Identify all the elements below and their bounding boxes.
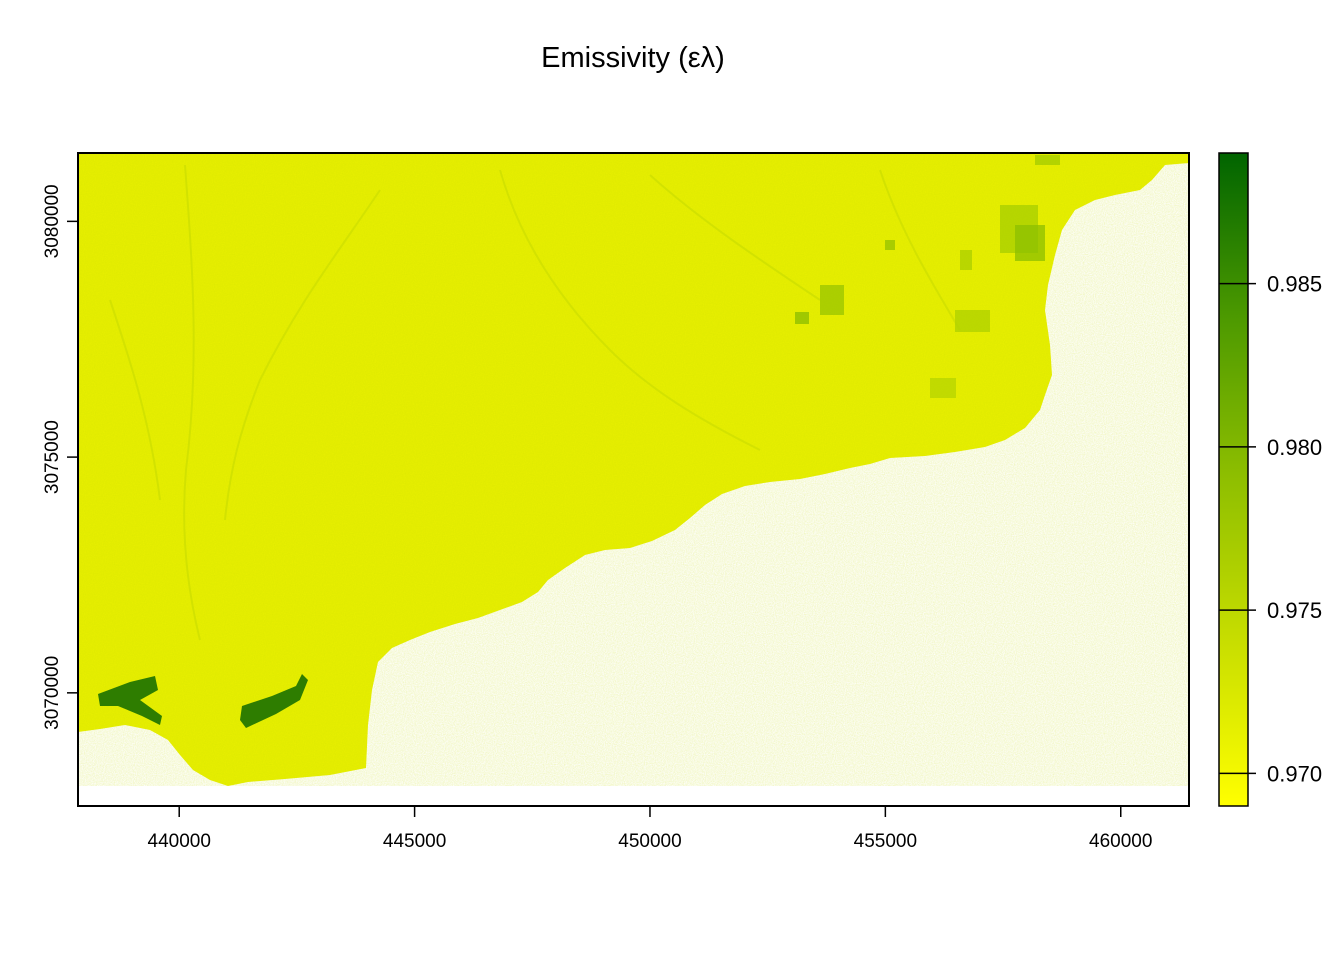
land-texture xyxy=(78,153,1189,786)
drainage-lines xyxy=(109,164,961,641)
y-tick-label: 3075000 xyxy=(42,420,63,494)
legend-tick-label: 0.975 xyxy=(1267,598,1322,623)
y-tick-label: 3070000 xyxy=(42,656,63,730)
legend-colorbar xyxy=(1219,153,1248,806)
x-axis: 440000 445000 450000 455000 460000 xyxy=(148,806,1152,852)
x-tick-label: 440000 xyxy=(148,831,211,852)
chart-title: Emissivity (ελ) xyxy=(541,42,725,74)
x-tick-label: 460000 xyxy=(1089,831,1152,852)
legend-tick-label: 0.980 xyxy=(1267,435,1322,460)
plot-frame xyxy=(77,152,1190,807)
y-axis: 3070000 3075000 3080000 xyxy=(42,184,78,730)
legend-tick-label: 0.985 xyxy=(1267,272,1322,297)
x-tick-label: 445000 xyxy=(383,831,446,852)
legend-frame xyxy=(1218,152,1249,807)
vegetation-patches xyxy=(98,155,1060,728)
y-tick-label: 3080000 xyxy=(42,184,63,258)
legend-ticks: 0.970 0.975 0.980 0.985 xyxy=(1219,272,1322,786)
legend-tick-label: 0.970 xyxy=(1267,761,1322,786)
raster-layer xyxy=(78,153,1189,786)
color-legend: 0.970 0.975 0.980 0.985 xyxy=(1218,152,1322,807)
x-tick-label: 450000 xyxy=(618,831,681,852)
x-tick-label: 455000 xyxy=(854,831,917,852)
